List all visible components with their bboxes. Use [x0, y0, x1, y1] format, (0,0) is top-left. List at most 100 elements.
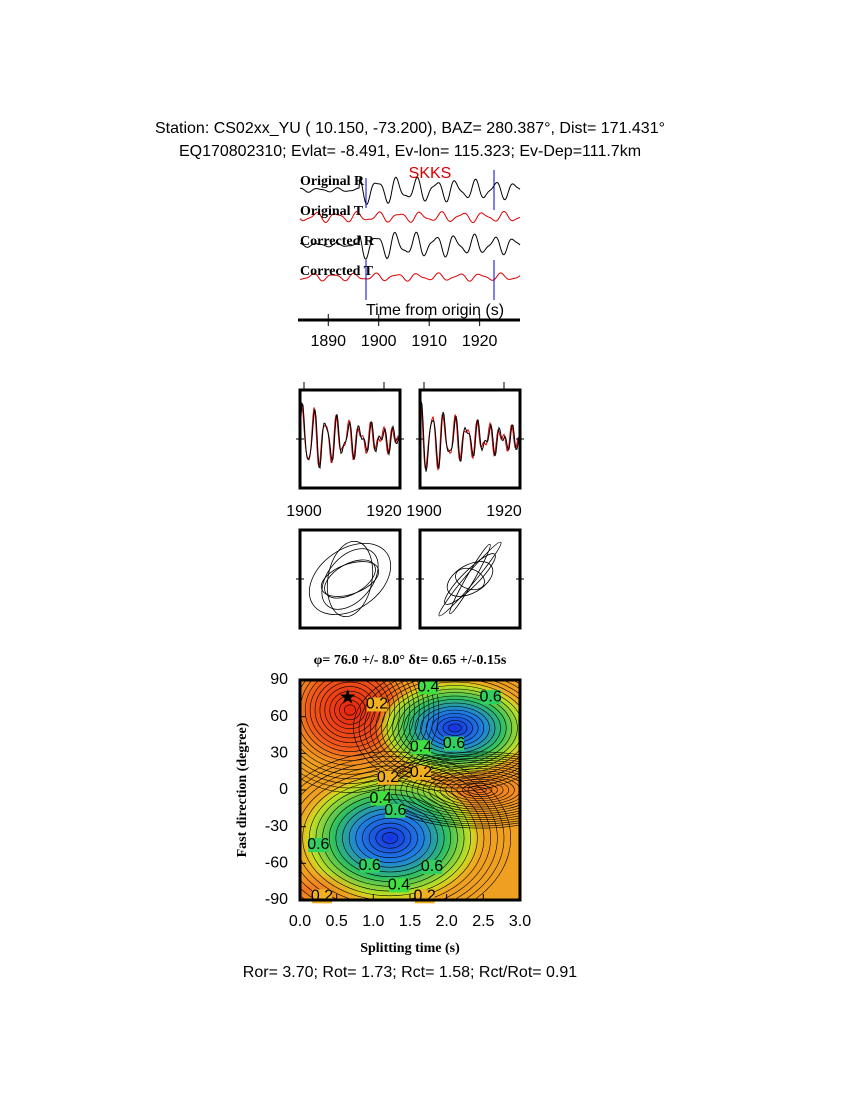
particle-loop: [308, 542, 392, 616]
contour-line: [450, 778, 510, 802]
contour-label-bg: [389, 878, 409, 893]
contour-line: [473, 787, 487, 793]
particle-loop: [320, 561, 380, 597]
contour-line: [462, 783, 498, 797]
y-tick-label: -60: [265, 855, 288, 872]
contour-line: [378, 751, 520, 829]
x-tick-label: 1920: [366, 503, 402, 520]
contour-line: [442, 720, 468, 736]
contour-line: [381, 681, 520, 775]
contour-field: [300, 680, 520, 900]
contour-label: 0.2: [377, 769, 399, 786]
contour-label: 0.4: [417, 679, 439, 696]
particle-loop: [455, 567, 485, 591]
header-line: Station: CS02xx_YU ( 10.150, -73.200), B…: [155, 120, 665, 137]
x-tick-label: 1900: [406, 503, 442, 520]
contour-line: [300, 680, 410, 766]
contour-line: [383, 753, 520, 827]
particle-loop: [321, 548, 379, 610]
particle-loop: [449, 543, 491, 615]
contour-title: φ= 76.0 +/- 8.0° δt= 0.65 +/-0.15s: [314, 653, 507, 668]
contour-line: [448, 723, 462, 733]
contour-label-bg: [378, 770, 398, 785]
contour-line: [411, 764, 520, 816]
x-tick-label: 2.5: [472, 913, 494, 930]
particle-motion: [308, 540, 392, 618]
contour-label: 0.2: [311, 888, 333, 905]
contour-line: [300, 680, 440, 793]
y-tick-label: -30: [265, 818, 288, 835]
contour-label-bg: [308, 838, 329, 852]
header-line: EQ170802310; Evlat= -8.491, Ev-lon= 115.…: [179, 143, 641, 160]
contour-line: [300, 680, 405, 761]
contour-line: [445, 776, 515, 804]
y-axis-label: Fast direction (degree): [235, 722, 250, 857]
x-tick-label: 3.0: [509, 913, 531, 930]
waveform: [299, 272, 521, 282]
contour-label-bg: [370, 791, 391, 806]
contour-line: [309, 680, 391, 748]
waveform: [299, 210, 521, 224]
contour-label: 0.4: [410, 738, 432, 755]
contour-line: [467, 785, 493, 795]
contour-label: 0.2: [410, 764, 432, 781]
x-tick-label: 1890: [310, 333, 346, 350]
contour-line: [304, 680, 396, 752]
trace-label: Corrected R: [300, 234, 375, 249]
contour-label: 0.6: [307, 836, 329, 853]
window-traces: [420, 399, 520, 472]
contour-label: 0.6: [359, 857, 381, 874]
x-tick-label: 0.5: [326, 913, 348, 930]
contour-line: [368, 822, 412, 854]
contour-label-bg: [359, 858, 380, 873]
contour-line: [353, 680, 520, 792]
contour-line: [382, 832, 398, 844]
waveform: [420, 401, 520, 472]
particle-motion: [438, 541, 502, 617]
x-tick-label: 1.5: [399, 913, 421, 930]
x-tick-label: 1900: [286, 503, 322, 520]
contour-label-bg: [411, 740, 431, 755]
contour-label: 0.2: [414, 888, 436, 905]
contour-line: [300, 680, 415, 771]
contour-line: [300, 680, 435, 789]
contour-label: 0.6: [480, 688, 502, 705]
contour-line: [394, 757, 520, 823]
waveform: [299, 231, 521, 260]
contour-label: 0.4: [388, 877, 410, 894]
contour-label: 0.4: [370, 790, 392, 807]
contour-line: [300, 680, 425, 780]
contour-line: [428, 770, 520, 810]
x-tick-label: 0.0: [289, 913, 311, 930]
contour-line: [300, 680, 420, 775]
contour-label: 0.2: [366, 696, 388, 713]
window-traces: [300, 402, 400, 470]
footer: Ror= 3.70; Rot= 1.73; Rct= 1.58; Rct/Rot…: [243, 964, 578, 981]
contour-label: 0.6: [421, 858, 443, 875]
contour-line: [392, 688, 518, 768]
waveform: [300, 405, 400, 468]
contour-line: [409, 699, 501, 757]
y-tick-label: 30: [270, 745, 288, 762]
particle-loop: [438, 541, 502, 617]
contour-line: [389, 755, 520, 825]
waveform: [300, 402, 400, 470]
x-axis-label: Time from origin (s): [366, 302, 504, 319]
y-tick-label: 90: [270, 671, 288, 688]
contour-line: [456, 780, 504, 799]
contour-line: [439, 774, 520, 806]
contour-label-bg: [418, 680, 439, 695]
trace-label: Original T: [300, 204, 364, 219]
contour-line: [300, 760, 498, 900]
contour-label: 0.6: [384, 802, 406, 819]
trace-label: Corrected T: [300, 264, 374, 279]
y-tick-label: 0: [279, 781, 288, 798]
contour-line: [400, 760, 520, 820]
contour-line: [358, 680, 520, 789]
contour-label-bg: [367, 697, 387, 712]
contour-label: 0.6: [443, 735, 465, 752]
contour-line: [300, 770, 485, 900]
contour-line: [397, 692, 513, 764]
contour-line: [375, 680, 520, 778]
x-tick-label: 1900: [361, 333, 397, 350]
